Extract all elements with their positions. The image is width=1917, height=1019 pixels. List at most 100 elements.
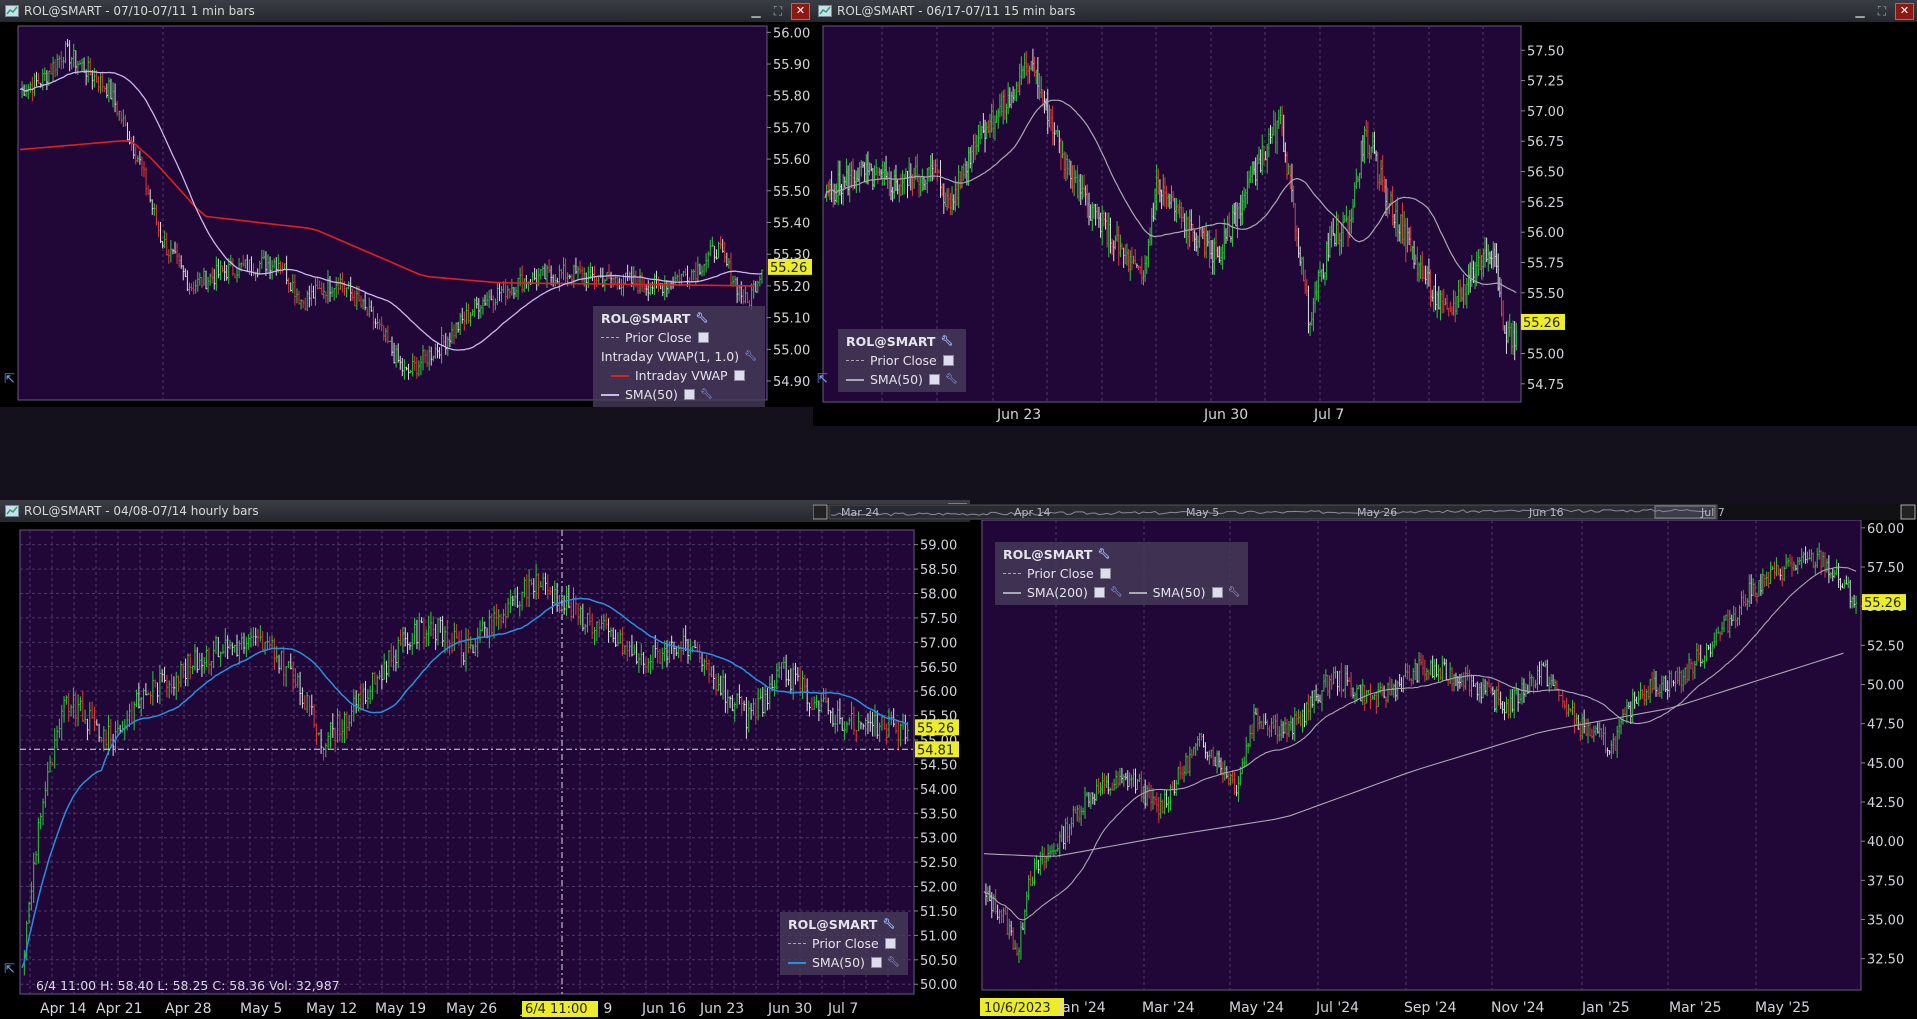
checkbox-icon[interactable] bbox=[697, 332, 709, 343]
y-tick-label: 55.60 bbox=[773, 153, 810, 168]
x-tick-label: May '24 bbox=[1229, 1000, 1284, 1016]
y-tick-label: 54.75 bbox=[1527, 378, 1564, 393]
x-tick-label: Jul '24 bbox=[1315, 1000, 1359, 1016]
settings-wrench-icon[interactable]: 🔧︎ bbox=[886, 957, 900, 968]
checkbox-icon[interactable] bbox=[942, 355, 954, 366]
crosshair-date-label: 6/4 11:00 bbox=[525, 1002, 588, 1017]
x-tick-label: May 12 bbox=[306, 1001, 357, 1017]
checkbox-icon[interactable] bbox=[1211, 587, 1223, 598]
close-icon[interactable]: ✕ bbox=[791, 2, 810, 20]
y-tick-label: 56.00 bbox=[1527, 226, 1564, 241]
last-price-tag bbox=[1521, 313, 1565, 330]
legend-sma: SMA(50) bbox=[625, 387, 678, 402]
window-titlebar[interactable]: ROL@SMART - 07/10-07/11 1 min bars ▁ ⛶ ✕ bbox=[0, 0, 813, 23]
legend-prior-close: Prior Close bbox=[812, 936, 879, 951]
y-tick-label: 57.50 bbox=[1527, 44, 1564, 59]
crosshair-tool-icon[interactable]: ⇱ bbox=[817, 372, 828, 387]
y-tick-label: 59.00 bbox=[920, 539, 957, 554]
legend-prior-close: Prior Close bbox=[870, 353, 937, 368]
y-tick-label: 50.00 bbox=[920, 978, 957, 993]
legend-prior-close: Prior Close bbox=[1027, 566, 1094, 581]
x-tick-label: Sep '24 bbox=[1404, 1000, 1457, 1016]
study-legend[interactable]: ROL@SMART 🔧︎ Prior Close SMA(50) 🔧︎ bbox=[780, 912, 908, 975]
checkbox-icon[interactable] bbox=[870, 957, 882, 968]
window-titlebar[interactable]: ROL@SMART - 06/17-07/11 15 min bars ▁ ⛶ … bbox=[813, 0, 1917, 23]
minimize-icon[interactable]: ▁ bbox=[1855, 4, 1865, 18]
checkbox-icon[interactable] bbox=[1099, 568, 1111, 579]
legend-symbol: ROL@SMART bbox=[601, 311, 691, 326]
y-tick-label: 55.70 bbox=[773, 121, 810, 136]
checkbox-icon[interactable] bbox=[733, 370, 745, 381]
y-tick-label: 54.90 bbox=[773, 375, 810, 390]
settings-wrench-icon[interactable]: 🔧︎ bbox=[1097, 549, 1111, 560]
sma200-line bbox=[983, 652, 1844, 857]
y-tick-label: 54.00 bbox=[920, 783, 957, 798]
settings-wrench-icon[interactable]: 🔧︎ bbox=[695, 313, 709, 324]
study-legend[interactable]: ROL@SMART 🔧︎ Prior Close SMA(200) 🔧︎ SMA(50… bbox=[995, 542, 1249, 605]
x-tick-label: Jun 23 bbox=[996, 407, 1041, 423]
legend-prior-close: Prior Close bbox=[625, 330, 692, 345]
window-title: ROL@SMART - 04/08-07/14 hourly bars bbox=[24, 504, 259, 518]
overview-tick-label: May 5 bbox=[1186, 506, 1219, 519]
sma50-line bbox=[983, 566, 1857, 921]
legend-sma200: SMA(200) bbox=[1027, 585, 1088, 600]
y-tick-label: 57.50 bbox=[1867, 561, 1904, 576]
checkbox-icon[interactable] bbox=[928, 374, 940, 385]
checkbox-icon[interactable] bbox=[1093, 587, 1105, 598]
x-tick-label: Apr 28 bbox=[165, 1001, 211, 1017]
y-tick-label: 51.00 bbox=[920, 929, 957, 944]
y-tick-label: 55.75 bbox=[1527, 257, 1564, 272]
settings-wrench-icon[interactable]: 🔧︎ bbox=[1227, 587, 1241, 598]
y-tick-label: 55.00 bbox=[1527, 347, 1564, 362]
checkbox-icon[interactable] bbox=[683, 389, 695, 400]
window-title: ROL@SMART - 07/10-07/11 1 min bars bbox=[24, 4, 255, 18]
y-tick-label: 51.50 bbox=[920, 905, 957, 920]
y-tick-label: 52.00 bbox=[920, 881, 957, 896]
settings-wrench-icon[interactable]: 🔧︎ bbox=[699, 389, 713, 400]
last-price-tag-label: 55.26 bbox=[1523, 316, 1560, 331]
checkbox-icon[interactable] bbox=[884, 938, 896, 949]
minimize-icon[interactable]: ▁ bbox=[751, 4, 761, 18]
overview-sparkline bbox=[830, 508, 1708, 517]
study-legend[interactable]: ROL@SMART 🔧︎ Prior Close Intraday VWAP(1,… bbox=[593, 306, 765, 407]
price-chart[interactable]: 57.50 57.25 57.00 56.75 56.50 56.25 56.00 55.75… bbox=[813, 22, 1917, 426]
x-tick-label: Apr 21 bbox=[96, 1001, 142, 1017]
settings-wrench-icon[interactable]: 🔧︎ bbox=[1109, 587, 1123, 598]
settings-wrench-icon[interactable]: 🔧︎ bbox=[940, 336, 954, 347]
plot-area bbox=[19, 529, 915, 995]
x-tick-label: Jun 23 bbox=[699, 1001, 744, 1017]
legend-sma: SMA(50) bbox=[812, 955, 865, 970]
settings-wrench-icon[interactable]: 🔧︎ bbox=[744, 351, 757, 362]
x-tick-label: Nov '24 bbox=[1491, 1000, 1545, 1016]
y-tick-label: 55.40 bbox=[773, 217, 810, 232]
y-tick-label: 54.50 bbox=[920, 758, 957, 773]
close-icon[interactable]: ✕ bbox=[1895, 2, 1914, 20]
y-tick-label: 52.50 bbox=[1867, 639, 1904, 654]
maximize-icon[interactable]: ⛶ bbox=[773, 3, 783, 18]
sma-line bbox=[19, 70, 762, 351]
sma-line bbox=[21, 597, 908, 969]
crosshair-tool-icon[interactable]: ⇱ bbox=[4, 372, 15, 387]
y-tick-label: 42.50 bbox=[1867, 796, 1904, 811]
price-chart[interactable]: 59.0058.5058.0057.5057.0056.5056.0055.50… bbox=[0, 522, 970, 1019]
settings-wrench-icon[interactable]: 🔧︎ bbox=[882, 919, 896, 930]
crosshair-price-tag-label: 54.81 bbox=[917, 743, 954, 758]
maximize-icon[interactable]: ⛶ bbox=[1877, 3, 1887, 18]
legend-vwap-study: Intraday VWAP(1, 1.0) bbox=[601, 349, 740, 364]
overview-scroller[interactable]: Mar 24 Apr 14 May 5 May 26 Jun 16 Jul 7 bbox=[813, 504, 1917, 520]
overview-tick-label: May 26 bbox=[1357, 506, 1397, 519]
crosshair-tool-icon[interactable]: ⇱ bbox=[4, 962, 15, 977]
settings-wrench-icon[interactable]: 🔧︎ bbox=[944, 374, 958, 385]
y-tick-label: 57.00 bbox=[1527, 105, 1564, 120]
y-tick-label: 55.00 bbox=[773, 343, 810, 358]
window-title: ROL@SMART - 06/17-07/11 15 min bars bbox=[837, 4, 1076, 18]
y-tick-label: 40.00 bbox=[1867, 835, 1904, 850]
y-tick-label: 47.50 bbox=[1867, 718, 1904, 733]
crosshair-readout: 6/4 11:00 H: 58.40 L: 58.25 C: 58.36 Vol… bbox=[36, 978, 340, 993]
y-tick-label: 50.50 bbox=[920, 954, 957, 969]
y-tick-label: 50.00 bbox=[1867, 679, 1904, 694]
study-legend[interactable]: ROL@SMART 🔧︎ Prior Close SMA(50) 🔧︎ bbox=[838, 329, 966, 392]
last-price-tag-label: 55.26 bbox=[770, 261, 807, 276]
y-tick-label: 37.50 bbox=[1867, 874, 1904, 889]
x-tick-label: Jan '24 bbox=[1057, 1000, 1106, 1016]
